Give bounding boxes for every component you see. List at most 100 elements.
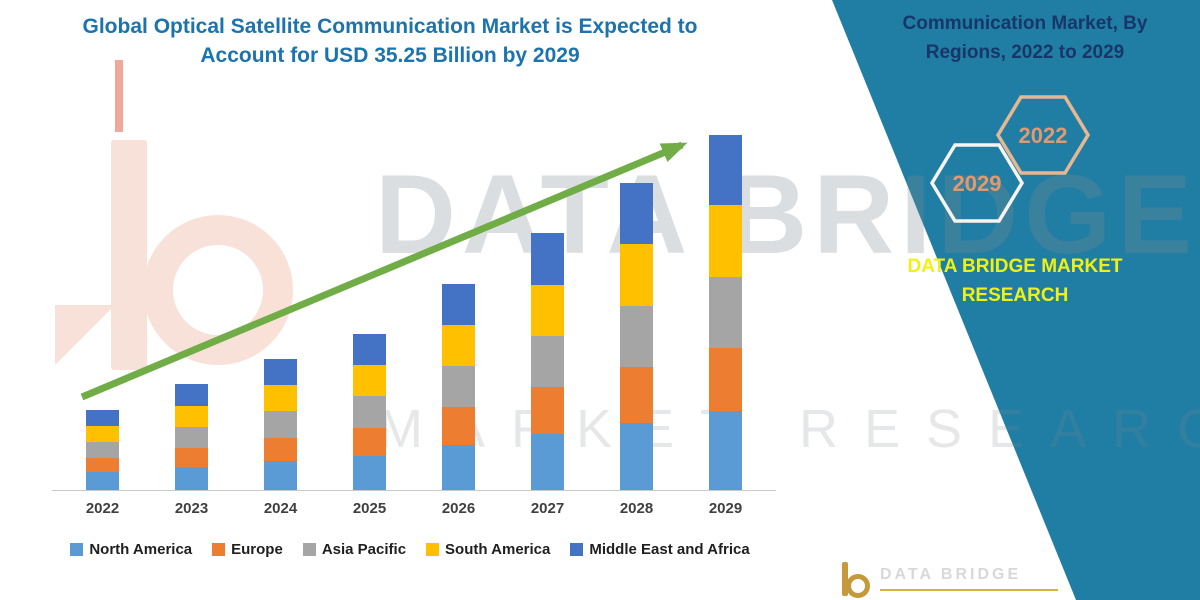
legend-item-south-america: South America	[426, 541, 550, 558]
bar-slot-2027	[503, 112, 592, 490]
segment-south-america	[709, 205, 742, 277]
legend-item-north-america: North America	[70, 541, 192, 558]
bar-slot-2026	[414, 112, 503, 490]
segment-north-america	[620, 422, 653, 490]
x-axis-labels: 2022 2023 2024 2025 2026 2027 2028 2029	[58, 500, 770, 517]
stacked-bar-2026	[442, 283, 475, 490]
segment-north-america	[353, 455, 386, 490]
bar-slot-2029	[681, 112, 770, 490]
segment-north-america	[264, 460, 297, 490]
legend-item-middle-east-and-africa: Middle East and Africa	[570, 541, 750, 558]
legend-swatch	[70, 543, 84, 556]
segment-asia-pacific	[442, 366, 475, 408]
segment-north-america	[531, 433, 564, 490]
x-axis-label-2025: 2025	[352, 500, 387, 517]
segment-asia-pacific	[709, 276, 742, 349]
legend-label: Europe	[231, 541, 283, 558]
footer-logo: DATA BRIDGE	[840, 562, 1058, 598]
legend-swatch	[426, 543, 440, 556]
segment-middle-east-and-africa	[264, 359, 297, 386]
segment-europe	[442, 407, 475, 445]
x-axis-label-2026: 2026	[441, 500, 476, 517]
x-axis-label-2024: 2024	[263, 500, 298, 517]
segment-middle-east-and-africa	[86, 409, 119, 426]
mark-ring	[846, 574, 870, 598]
segment-asia-pacific	[531, 335, 564, 388]
segment-europe	[709, 348, 742, 412]
side-panel: Communication Market, By Regions, 2022 t…	[800, 0, 1200, 600]
segment-south-america	[531, 284, 564, 336]
segment-asia-pacific	[264, 411, 297, 438]
segment-north-america	[709, 411, 742, 490]
footer-brand-block: DATA BRIDGE	[880, 562, 1058, 591]
x-axis-label-2022: 2022	[85, 500, 120, 517]
segment-asia-pacific	[620, 305, 653, 368]
segment-south-america	[264, 385, 297, 412]
segment-europe	[175, 447, 208, 467]
hexagon-2022-outline	[995, 95, 1091, 175]
x-axis-label-2028: 2028	[619, 500, 654, 517]
legend-label: South America	[445, 541, 551, 558]
bar-slot-2024	[236, 112, 325, 490]
legend-swatch	[212, 543, 226, 556]
x-axis-label-2023: 2023	[174, 500, 209, 517]
data-bridge-mark-icon	[840, 562, 870, 598]
segment-middle-east-and-africa	[353, 334, 386, 366]
segment-middle-east-and-africa	[531, 233, 564, 285]
legend-label: North America	[89, 541, 193, 558]
mark-stem	[842, 562, 848, 596]
x-axis-label-2029: 2029	[708, 500, 743, 517]
segment-asia-pacific	[86, 441, 119, 458]
watermark-market-research: MARKET RESEARCH	[378, 399, 1200, 459]
bar-slot-2025	[325, 112, 414, 490]
x-axis-line	[52, 490, 776, 491]
bar-slot-2022	[58, 112, 147, 490]
segment-south-america	[175, 405, 208, 427]
segment-europe	[264, 437, 297, 461]
legend-item-asia-pacific: Asia Pacific	[302, 541, 407, 558]
segment-south-america	[86, 425, 119, 442]
stacked-bar-2029	[709, 135, 742, 490]
legend-swatch	[302, 543, 316, 556]
segment-europe	[620, 367, 653, 423]
legend-item-europe: Europe	[212, 541, 283, 558]
segment-north-america	[175, 466, 208, 490]
segment-south-america	[442, 324, 475, 367]
bar-slot-2028	[592, 112, 681, 490]
hexagon-2022-label: 2022	[1019, 123, 1068, 148]
stacked-bar-2027	[531, 233, 564, 490]
legend-label: Asia Pacific	[321, 541, 407, 558]
segment-middle-east-and-africa	[442, 283, 475, 325]
legend-swatch	[570, 543, 584, 556]
plot-area	[58, 112, 770, 490]
segment-asia-pacific	[175, 426, 208, 448]
brand-text: DATA BRIDGE MARKET RESEARCH	[907, 256, 1123, 307]
stacked-bar-2025	[353, 334, 386, 490]
stacked-bar-2028	[620, 182, 653, 490]
x-axis-label-2027: 2027	[530, 500, 565, 517]
stacked-bar-2022	[86, 409, 119, 490]
chart-legend: North America Europe Asia Pacific South Ame…	[28, 541, 792, 558]
segment-middle-east-and-africa	[175, 384, 208, 406]
hexagon-2029-label: 2029	[953, 171, 1002, 196]
segment-europe	[353, 427, 386, 456]
segment-europe	[86, 457, 119, 472]
footer-underline	[880, 589, 1058, 591]
segment-south-america	[353, 365, 386, 397]
chart-title: Global Optical Satellite Communication M…	[82, 15, 698, 68]
segment-middle-east-and-africa	[709, 135, 742, 206]
segment-north-america	[442, 444, 475, 490]
hexagon-2029-outline	[929, 143, 1025, 223]
segment-asia-pacific	[353, 396, 386, 428]
year-hexagons: 2022 2029	[929, 95, 1091, 223]
segment-south-america	[620, 244, 653, 306]
segment-middle-east-and-africa	[620, 182, 653, 245]
footer-brand-text: DATA BRIDGE	[880, 566, 1022, 583]
segment-europe	[531, 387, 564, 434]
segment-north-america	[86, 471, 119, 490]
stacked-bar-2023	[175, 384, 208, 490]
stacked-bar-2024	[264, 359, 297, 490]
bar-slot-2023	[147, 112, 236, 490]
side-panel-heading: Communication Market, By Regions, 2022 t…	[902, 13, 1148, 63]
